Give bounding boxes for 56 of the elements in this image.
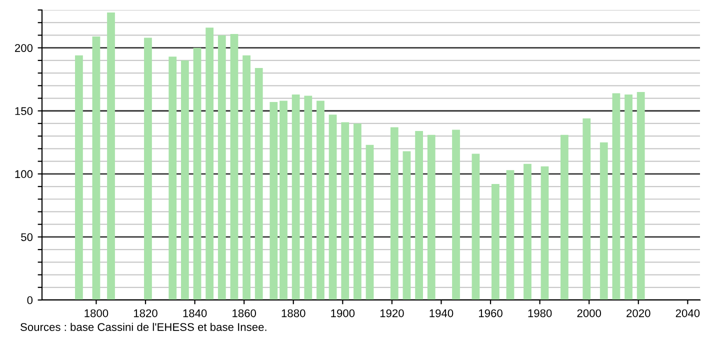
bar [427, 134, 436, 300]
bar [582, 118, 591, 300]
bar [270, 102, 278, 300]
x-tick-label: 2020 [626, 309, 650, 318]
y-tick-label: 100 [15, 170, 33, 178]
bar [230, 34, 238, 300]
bar [92, 36, 100, 300]
x-tick-label: 1920 [380, 309, 404, 318]
x-tick-label: 1900 [331, 309, 355, 318]
x-tick-label: 1960 [479, 309, 502, 318]
bar [492, 184, 500, 300]
bar [506, 170, 514, 300]
x-tick-label: 1840 [183, 309, 207, 318]
bar [206, 28, 214, 300]
x-tick-label: 1820 [134, 309, 158, 318]
bar [560, 134, 568, 300]
bar [144, 38, 152, 300]
bar [75, 55, 83, 300]
bar [292, 94, 300, 300]
bar [354, 123, 362, 300]
bar [624, 94, 632, 300]
bar [242, 55, 250, 300]
y-tick-label: 0 [27, 296, 33, 304]
bar [218, 35, 226, 300]
bar [316, 100, 324, 300]
bar [280, 100, 288, 300]
x-tick-label: 1940 [430, 309, 454, 318]
x-tick-label: 1860 [232, 309, 256, 318]
bar [366, 144, 374, 300]
bar [168, 56, 177, 300]
x-tick-label: 1980 [528, 309, 552, 318]
y-tick-label: 150 [15, 107, 33, 116]
bar [600, 142, 608, 300]
bar [107, 12, 115, 300]
bar [328, 114, 337, 300]
x-tick-label: 2040 [676, 309, 700, 318]
bar [254, 68, 263, 300]
bar [636, 92, 645, 300]
bar [524, 164, 532, 300]
bar [390, 127, 398, 300]
bar [341, 122, 350, 300]
bar [180, 60, 189, 300]
y-tick-label: 50 [21, 233, 33, 242]
x-tick-label: 1880 [282, 309, 306, 318]
x-tick-label: 1800 [84, 309, 108, 318]
bar [415, 131, 423, 300]
y-tick-label: 200 [14, 44, 33, 52]
bar [472, 154, 480, 300]
source-note: Sources : base Cassini de l'EHESS et base Insee. [20, 322, 266, 331]
x-tick-label: 2000 [577, 309, 602, 318]
bar [612, 93, 620, 300]
bar [540, 166, 549, 300]
bar [193, 48, 202, 300]
bar [304, 96, 312, 300]
bar [452, 130, 460, 300]
bar [402, 151, 411, 300]
